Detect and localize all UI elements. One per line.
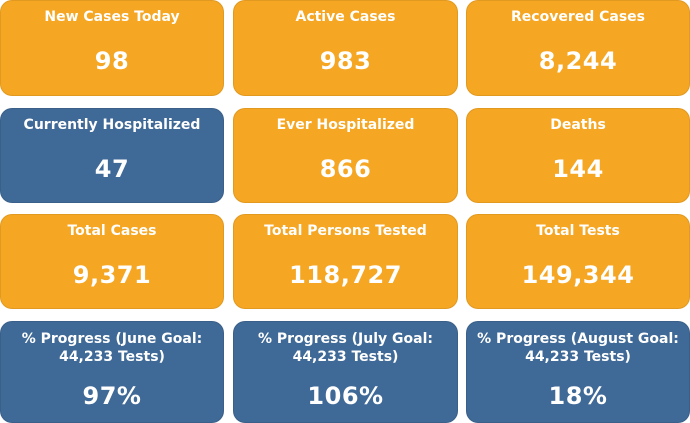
- card-label: Total Persons Tested: [264, 223, 427, 239]
- card-value: 97%: [82, 382, 142, 410]
- new-cases-today-card: New Cases Today 98: [0, 0, 224, 96]
- card-value: 9,371: [72, 261, 152, 289]
- card-value: 983: [319, 47, 372, 75]
- card-label: % Progress (July Goal: 44,233 Tests): [258, 331, 433, 365]
- total-persons-tested-card: Total Persons Tested 118,727: [233, 214, 458, 309]
- card-label: Active Cases: [295, 9, 396, 25]
- card-label: New Cases Today: [44, 9, 180, 25]
- card-value: 866: [319, 155, 372, 183]
- card-value: 118,727: [289, 261, 402, 289]
- card-label: Currently Hospitalized: [23, 117, 201, 133]
- card-label: Ever Hospitalized: [276, 117, 415, 133]
- card-value: 8,244: [538, 47, 618, 75]
- card-value: 47: [94, 155, 130, 183]
- currently-hospitalized-card: Currently Hospitalized 47: [0, 108, 224, 203]
- total-tests-card: Total Tests 149,344: [466, 214, 690, 309]
- card-value: 18%: [548, 382, 608, 410]
- card-label: Recovered Cases: [511, 9, 645, 25]
- card-label: Total Tests: [536, 223, 620, 239]
- card-value: 149,344: [521, 261, 635, 289]
- june-goal-progress-card: % Progress (June Goal: 44,233 Tests) 97%: [0, 321, 224, 423]
- total-cases-card: Total Cases 9,371: [0, 214, 224, 309]
- card-value: 144: [552, 155, 604, 183]
- card-label: Deaths: [550, 117, 606, 133]
- july-goal-progress-card: % Progress (July Goal: 44,233 Tests) 106…: [233, 321, 458, 423]
- card-label: % Progress (August Goal: 44,233 Tests): [477, 331, 679, 365]
- card-value: 106%: [307, 382, 384, 410]
- card-label: % Progress (June Goal: 44,233 Tests): [21, 331, 203, 365]
- deaths-card: Deaths 144: [466, 108, 690, 203]
- ever-hospitalized-card: Ever Hospitalized 866: [233, 108, 458, 203]
- card-label: Total Cases: [67, 223, 157, 239]
- august-goal-progress-card: % Progress (August Goal: 44,233 Tests) 1…: [466, 321, 690, 423]
- recovered-cases-card: Recovered Cases 8,244: [466, 0, 690, 96]
- card-value: 98: [94, 47, 130, 75]
- active-cases-card: Active Cases 983: [233, 0, 458, 96]
